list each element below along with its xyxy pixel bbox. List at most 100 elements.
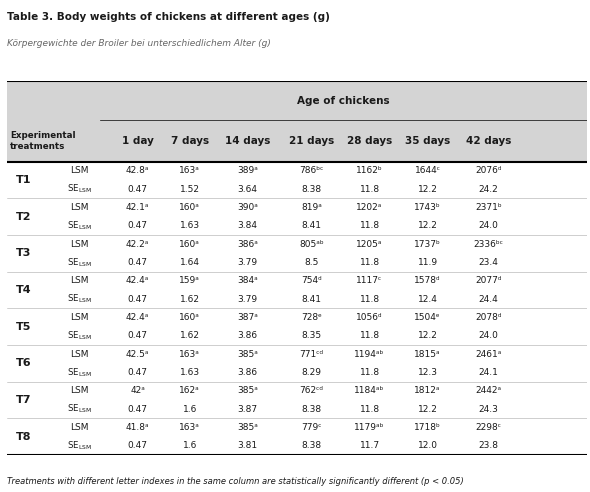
Text: 160ᵃ: 160ᵃ bbox=[179, 240, 200, 248]
Text: LSM: LSM bbox=[70, 386, 89, 396]
Text: 1184ᵃᵇ: 1184ᵃᵇ bbox=[355, 386, 385, 396]
Text: LSM: LSM bbox=[70, 166, 89, 175]
Text: 0.47: 0.47 bbox=[127, 258, 148, 267]
Text: 1.52: 1.52 bbox=[180, 184, 200, 193]
Text: 779ᶜ: 779ᶜ bbox=[301, 423, 322, 432]
Text: 12.3: 12.3 bbox=[418, 368, 438, 377]
Bar bbox=[7, 81, 587, 121]
Text: 385ᵃ: 385ᵃ bbox=[237, 386, 258, 396]
Text: 12.2: 12.2 bbox=[418, 184, 438, 193]
Text: 1205ᵃ: 1205ᵃ bbox=[356, 240, 383, 248]
Text: 160ᵃ: 160ᵃ bbox=[179, 313, 200, 322]
Text: 389ᵃ: 389ᵃ bbox=[237, 166, 258, 175]
Text: 2336ᵇᶜ: 2336ᵇᶜ bbox=[473, 240, 503, 248]
Text: 12.4: 12.4 bbox=[418, 295, 438, 304]
Text: 42.4ᵃ: 42.4ᵃ bbox=[126, 277, 149, 285]
Text: T4: T4 bbox=[16, 285, 31, 295]
Text: 2078ᵈ: 2078ᵈ bbox=[475, 313, 502, 322]
Text: Experimental
treatments: Experimental treatments bbox=[10, 131, 76, 151]
Text: 14 days: 14 days bbox=[225, 136, 270, 146]
Text: 8.38: 8.38 bbox=[301, 441, 322, 451]
Text: 42.1ᵃ: 42.1ᵃ bbox=[126, 203, 149, 212]
Text: LSM: LSM bbox=[70, 277, 89, 285]
Text: SE$_{\mathregular{LSM}}$: SE$_{\mathregular{LSM}}$ bbox=[67, 367, 92, 379]
Text: 1.62: 1.62 bbox=[180, 295, 200, 304]
Text: 11.8: 11.8 bbox=[359, 368, 379, 377]
Text: T3: T3 bbox=[16, 248, 31, 258]
Text: 1737ᵇ: 1737ᵇ bbox=[414, 240, 441, 248]
Text: Age of chickens: Age of chickens bbox=[297, 96, 390, 106]
Text: 11.8: 11.8 bbox=[359, 258, 379, 267]
Text: LSM: LSM bbox=[70, 203, 89, 212]
Text: 1202ᵃ: 1202ᵃ bbox=[356, 203, 383, 212]
Text: 24.1: 24.1 bbox=[478, 368, 499, 377]
Text: 24.4: 24.4 bbox=[478, 295, 499, 304]
Text: 35 days: 35 days bbox=[405, 136, 450, 146]
Text: 385ᵃ: 385ᵃ bbox=[237, 423, 258, 432]
Text: 1.6: 1.6 bbox=[182, 405, 197, 414]
Text: 24.0: 24.0 bbox=[478, 331, 499, 340]
Text: T8: T8 bbox=[16, 432, 31, 442]
Text: 7 days: 7 days bbox=[171, 136, 209, 146]
Text: 8.41: 8.41 bbox=[301, 295, 322, 304]
Text: 23.4: 23.4 bbox=[478, 258, 499, 267]
Text: 0.47: 0.47 bbox=[127, 331, 148, 340]
Text: 12.2: 12.2 bbox=[418, 221, 438, 230]
Text: 11.8: 11.8 bbox=[359, 405, 379, 414]
Text: 8.35: 8.35 bbox=[301, 331, 322, 340]
Text: 42.2ᵃ: 42.2ᵃ bbox=[126, 240, 149, 248]
Text: 8.38: 8.38 bbox=[301, 405, 322, 414]
Text: 42.5ᵃ: 42.5ᵃ bbox=[126, 350, 149, 359]
Text: SE$_{\mathregular{LSM}}$: SE$_{\mathregular{LSM}}$ bbox=[67, 403, 92, 415]
Text: 390ᵃ: 390ᵃ bbox=[237, 203, 258, 212]
Text: 163ᵃ: 163ᵃ bbox=[179, 423, 200, 432]
Text: SE$_{\mathregular{LSM}}$: SE$_{\mathregular{LSM}}$ bbox=[67, 293, 92, 306]
Text: T6: T6 bbox=[16, 358, 31, 369]
Text: 384ᵃ: 384ᵃ bbox=[237, 277, 258, 285]
Text: 3.84: 3.84 bbox=[238, 221, 258, 230]
Text: 1.63: 1.63 bbox=[180, 221, 200, 230]
Text: SE$_{\mathregular{LSM}}$: SE$_{\mathregular{LSM}}$ bbox=[67, 330, 92, 342]
Text: 42 days: 42 days bbox=[466, 136, 511, 146]
Text: 728ᵉ: 728ᵉ bbox=[301, 313, 322, 322]
Text: 8.38: 8.38 bbox=[301, 184, 322, 193]
Text: 1179ᵃᵇ: 1179ᵃᵇ bbox=[355, 423, 385, 432]
Text: 387ᵃ: 387ᵃ bbox=[237, 313, 258, 322]
Text: 11.8: 11.8 bbox=[359, 331, 379, 340]
Text: 1815ᵃ: 1815ᵃ bbox=[414, 350, 441, 359]
Text: 786ᵇᶜ: 786ᵇᶜ bbox=[299, 166, 324, 175]
Text: 2076ᵈ: 2076ᵈ bbox=[475, 166, 502, 175]
Text: 11.9: 11.9 bbox=[418, 258, 438, 267]
Text: 0.47: 0.47 bbox=[127, 405, 148, 414]
Text: 386ᵃ: 386ᵃ bbox=[237, 240, 258, 248]
Text: 1194ᵃᵇ: 1194ᵃᵇ bbox=[355, 350, 385, 359]
Text: 162ᵃ: 162ᵃ bbox=[179, 386, 200, 396]
Text: 23.8: 23.8 bbox=[478, 441, 499, 451]
Text: 1578ᵈ: 1578ᵈ bbox=[414, 277, 441, 285]
Text: 42.8ᵃ: 42.8ᵃ bbox=[126, 166, 149, 175]
Text: 1.62: 1.62 bbox=[180, 331, 200, 340]
Text: 2077ᵈ: 2077ᵈ bbox=[475, 277, 502, 285]
Text: 1162ᵇ: 1162ᵇ bbox=[356, 166, 383, 175]
Bar bbox=[7, 121, 587, 161]
Text: LSM: LSM bbox=[70, 240, 89, 248]
Text: 8.5: 8.5 bbox=[304, 258, 319, 267]
Text: 42ᵃ: 42ᵃ bbox=[130, 386, 145, 396]
Text: LSM: LSM bbox=[70, 423, 89, 432]
Text: 771ᶜᵈ: 771ᶜᵈ bbox=[300, 350, 324, 359]
Text: 24.0: 24.0 bbox=[478, 221, 499, 230]
Text: SE$_{\mathregular{LSM}}$: SE$_{\mathregular{LSM}}$ bbox=[67, 183, 92, 195]
Text: 42.4ᵃ: 42.4ᵃ bbox=[126, 313, 149, 322]
Text: 1117ᶜ: 1117ᶜ bbox=[356, 277, 383, 285]
Text: 1504ᵉ: 1504ᵉ bbox=[414, 313, 441, 322]
Text: 2371ᵇ: 2371ᵇ bbox=[475, 203, 502, 212]
Text: 1644ᶜ: 1644ᶜ bbox=[415, 166, 441, 175]
Text: 0.47: 0.47 bbox=[127, 221, 148, 230]
Text: 21 days: 21 days bbox=[289, 136, 334, 146]
Text: 1.64: 1.64 bbox=[180, 258, 200, 267]
Text: Table 3. Body weights of chickens at different ages (g): Table 3. Body weights of chickens at dif… bbox=[7, 12, 330, 22]
Text: 1 day: 1 day bbox=[122, 136, 153, 146]
Text: T2: T2 bbox=[16, 212, 31, 221]
Text: 11.8: 11.8 bbox=[359, 221, 379, 230]
Text: 11.8: 11.8 bbox=[359, 184, 379, 193]
